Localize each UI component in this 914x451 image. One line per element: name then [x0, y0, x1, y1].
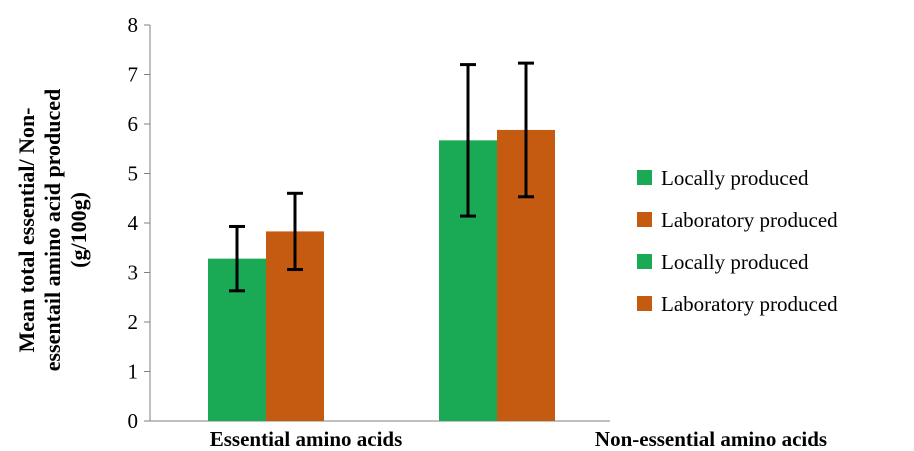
- y-tick-label: 5: [128, 162, 139, 186]
- x-category-label: Essential amino acids: [210, 427, 403, 451]
- y-tick-label: 0: [128, 409, 139, 433]
- plot-area: 0 1 2 3 4 5 6 7 8 Essential amino acids Non-essent…: [128, 13, 828, 451]
- y-tick-label: 6: [128, 112, 139, 136]
- y-tick-label: 3: [128, 261, 139, 285]
- x-category-label: Non-essential amino acids: [595, 427, 827, 451]
- y-tick-label: 4: [128, 211, 139, 235]
- legend-swatch: [637, 212, 652, 227]
- legend-label: Locally produced: [661, 166, 809, 190]
- legend-label: Locally produced: [661, 250, 809, 274]
- y-tick-label: 1: [128, 360, 139, 384]
- y-axis-title-line-1: Mean total essential/ Non-: [14, 107, 39, 352]
- y-tick-label: 8: [128, 13, 139, 37]
- y-axis-title-line-3: (g/100g): [66, 192, 91, 268]
- legend: Locally produced Laboratory produced Local…: [637, 166, 838, 316]
- legend-swatch: [637, 170, 652, 185]
- y-tick-label: 2: [128, 310, 139, 334]
- y-tick-label: 7: [128, 63, 139, 87]
- y-axis-title-line-2: essentail amino acid produced: [40, 89, 65, 372]
- legend-label: Laboratory produced: [661, 292, 838, 316]
- y-axis-title: Mean total essential/ Non- essentail ami…: [14, 89, 91, 372]
- legend-label: Laboratory produced: [661, 208, 838, 232]
- legend-swatch: [637, 296, 652, 311]
- legend-swatch: [637, 254, 652, 269]
